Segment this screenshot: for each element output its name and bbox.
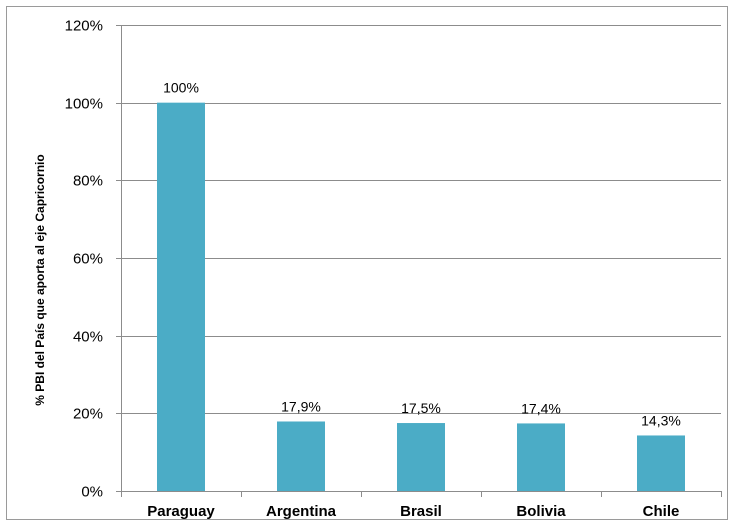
data-label: 17,9%: [281, 398, 321, 414]
y-tick-label: 100%: [65, 96, 103, 113]
y-tick-label: 0%: [81, 484, 103, 501]
y-tick-label: 80%: [73, 173, 103, 190]
data-label: 100%: [163, 80, 199, 96]
data-label: 17,4%: [521, 400, 561, 416]
grid-lines: [121, 25, 721, 414]
bars: [157, 102, 685, 492]
bar-brasil: [397, 423, 445, 491]
x-category-label: Paraguay: [147, 503, 215, 520]
bar-chile: [637, 435, 685, 491]
bar-argentina: [277, 421, 325, 491]
axes: [116, 25, 722, 497]
y-tick-label: 40%: [73, 329, 103, 346]
labels: 0% 20% 40% 60% 80% 100% 120% 100% Paraguay 17,9% A…: [65, 18, 681, 521]
x-category-label: Bolivia: [516, 503, 566, 520]
data-label: 17,5%: [401, 400, 441, 416]
x-category-label: Argentina: [266, 503, 337, 520]
x-category-label: Chile: [643, 503, 680, 520]
bar-paraguay: [157, 102, 205, 492]
y-tick-label: 20%: [73, 406, 103, 423]
x-category-label: Brasil: [400, 503, 442, 520]
y-axis-title: % PBI del País que aporta al eje Caprico…: [33, 154, 47, 405]
chart-frame: [6, 6, 728, 520]
y-tick-label: 60%: [73, 251, 103, 268]
bar-bolivia: [517, 423, 565, 491]
y-tick-label: 120%: [65, 18, 103, 35]
data-label: 14,3%: [641, 412, 681, 428]
